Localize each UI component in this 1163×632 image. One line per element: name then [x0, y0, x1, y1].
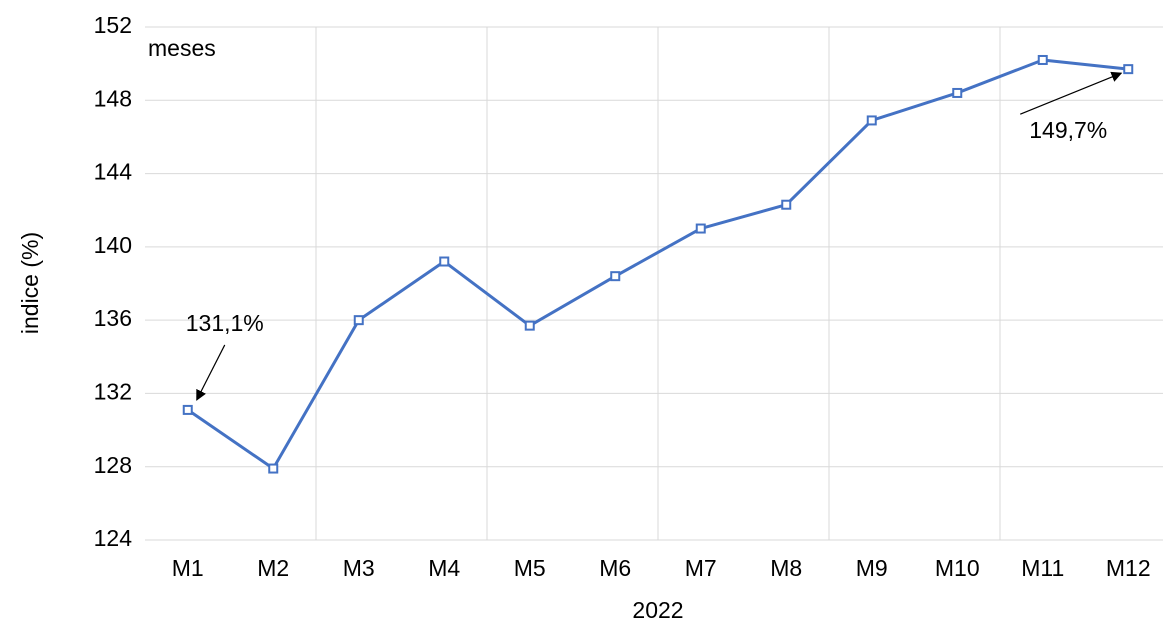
data-point: [524, 320, 535, 331]
x-tick-label: M4: [428, 555, 460, 581]
x-tick-label: M8: [770, 555, 802, 581]
x-tick-label: M7: [685, 555, 717, 581]
data-point: [781, 199, 792, 210]
y-tick-label: 132: [94, 379, 132, 405]
x-tick-label: M9: [856, 555, 888, 581]
x-tick-label: M2: [257, 555, 289, 581]
y-tick-label: 136: [94, 305, 132, 331]
x-tick-label: M3: [343, 555, 375, 581]
data-point: [610, 271, 621, 282]
data-point: [268, 463, 279, 474]
data-point: [182, 404, 193, 415]
x-axis-label: 2022: [632, 597, 683, 623]
y-tick-label: 140: [94, 232, 132, 258]
y-tick-label: 144: [94, 159, 133, 185]
x-tick-label: M1: [172, 555, 204, 581]
x-tick-label: M12: [1106, 555, 1151, 581]
data-point: [952, 87, 963, 98]
x-tick-label: M10: [935, 555, 980, 581]
value-label: 131,1%: [186, 310, 264, 336]
y-axis-label: indice (%): [17, 232, 43, 334]
y-tick-label: 148: [94, 85, 132, 111]
annotation-arrow: [1020, 71, 1123, 115]
annotation-arrow: [196, 344, 226, 401]
y-tick-label: 124: [94, 525, 133, 551]
data-point: [866, 115, 877, 126]
annotation: meses: [148, 35, 216, 61]
data-point: [1037, 54, 1048, 65]
x-tick-label: M5: [514, 555, 546, 581]
x-tick-label: M11: [1021, 555, 1064, 581]
y-tick-label: 152: [94, 12, 132, 38]
data-line: [186, 58, 1129, 471]
data-point: [1123, 64, 1134, 75]
data-point: [353, 315, 364, 326]
data-point: [695, 223, 706, 234]
x-tick-label: M6: [599, 555, 631, 581]
y-tick-label: 128: [94, 452, 132, 478]
value-label: 149,7%: [1029, 117, 1107, 143]
data-point: [439, 256, 450, 267]
